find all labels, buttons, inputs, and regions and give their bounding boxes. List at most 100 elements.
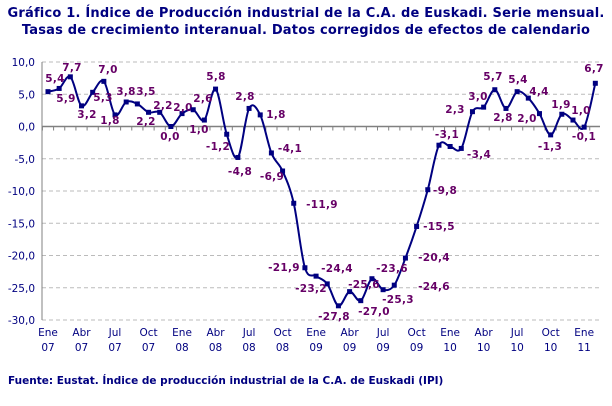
x-tick-label: Oct bbox=[273, 327, 291, 339]
data-point bbox=[224, 131, 230, 137]
data-label: 5,9 bbox=[56, 93, 76, 105]
data-point bbox=[402, 255, 408, 261]
data-label: 5,4 bbox=[45, 73, 65, 85]
data-label: 1,0 bbox=[189, 124, 209, 136]
data-point bbox=[67, 74, 73, 80]
x-tick-label: Oct bbox=[139, 327, 157, 339]
data-label: 2,6 bbox=[193, 93, 213, 105]
data-point bbox=[313, 273, 319, 279]
data-point bbox=[246, 105, 252, 111]
x-tick-label: 09 bbox=[343, 342, 356, 354]
data-label: -25,3 bbox=[382, 294, 414, 306]
data-label: 3,5 bbox=[136, 86, 156, 98]
data-point bbox=[425, 187, 431, 193]
x-tick-label: 08 bbox=[242, 342, 255, 354]
data-point bbox=[112, 112, 118, 118]
data-label: 1,0 bbox=[571, 105, 591, 117]
data-label: 5,3 bbox=[93, 92, 113, 104]
data-point bbox=[324, 281, 330, 287]
source-note: Fuente: Eustat. Índice de producción ind… bbox=[8, 375, 444, 387]
data-point bbox=[503, 105, 509, 111]
data-point bbox=[570, 117, 576, 123]
data-point bbox=[380, 287, 386, 293]
data-label: 1,8 bbox=[100, 115, 120, 127]
data-label: 2,0 bbox=[517, 113, 537, 125]
data-point bbox=[280, 168, 286, 174]
data-point bbox=[514, 89, 520, 95]
x-tick-label: 10 bbox=[510, 342, 523, 354]
data-label: -4,1 bbox=[278, 143, 302, 155]
x-tick-label: 09 bbox=[376, 342, 389, 354]
data-label: -15,5 bbox=[423, 221, 455, 233]
x-tick-label: Jul bbox=[376, 327, 390, 339]
data-point bbox=[347, 289, 353, 295]
x-tick-label: Ene bbox=[306, 327, 326, 339]
data-point bbox=[414, 223, 420, 229]
data-label: 2,8 bbox=[493, 112, 513, 124]
x-tick-label: Ene bbox=[440, 327, 460, 339]
data-label: 3,2 bbox=[77, 109, 97, 121]
data-label: -6,9 bbox=[260, 171, 284, 183]
data-point bbox=[525, 95, 531, 101]
data-label: 3,8 bbox=[116, 86, 136, 98]
data-label: -27,0 bbox=[358, 306, 390, 318]
data-point bbox=[436, 142, 442, 148]
data-label: 0,0 bbox=[160, 131, 180, 143]
data-label: -20,4 bbox=[418, 252, 450, 264]
data-label: 6,7 bbox=[584, 63, 604, 75]
data-point bbox=[391, 282, 397, 288]
x-tick-label: 07 bbox=[41, 342, 54, 354]
x-tick-label: Ene bbox=[574, 327, 594, 339]
y-tick-label: -25,0 bbox=[8, 283, 35, 295]
data-label: 7,0 bbox=[98, 64, 118, 76]
x-tick-label: Abr bbox=[206, 327, 225, 339]
data-point bbox=[213, 86, 219, 92]
x-tick-label: 10 bbox=[544, 342, 557, 354]
data-label: 5,4 bbox=[508, 74, 528, 86]
x-tick-label: 08 bbox=[209, 342, 222, 354]
data-label: -4,8 bbox=[228, 166, 252, 178]
data-point bbox=[90, 89, 96, 95]
x-tick-label: 07 bbox=[75, 342, 88, 354]
data-label: 3,0 bbox=[468, 91, 488, 103]
data-label: -3,1 bbox=[435, 129, 459, 141]
data-point bbox=[592, 80, 598, 86]
x-tick-label: 10 bbox=[477, 342, 490, 354]
data-label: -11,9 bbox=[306, 199, 338, 211]
data-point bbox=[257, 112, 263, 118]
data-point bbox=[123, 99, 129, 105]
x-tick-label: 07 bbox=[108, 342, 121, 354]
data-point bbox=[481, 104, 487, 110]
x-tick-label: 07 bbox=[142, 342, 155, 354]
data-point bbox=[56, 85, 62, 91]
x-tick-label: Abr bbox=[341, 327, 360, 339]
data-label: 1,9 bbox=[551, 99, 571, 111]
data-label: 2,2 bbox=[136, 116, 156, 128]
data-point bbox=[179, 111, 185, 117]
chart-subtitle: Tasas de crecimiento interanual. Datos c… bbox=[21, 23, 591, 38]
data-label: -1,2 bbox=[206, 141, 230, 153]
y-tick-label: -10,0 bbox=[8, 186, 35, 198]
data-label: -1,3 bbox=[538, 141, 562, 153]
data-label: -21,9 bbox=[268, 262, 300, 274]
data-label: 5,8 bbox=[206, 71, 226, 83]
data-point bbox=[581, 124, 587, 130]
data-point bbox=[201, 117, 207, 123]
data-point bbox=[369, 276, 375, 282]
data-label: -23,2 bbox=[295, 283, 327, 295]
data-label: 7,7 bbox=[62, 62, 82, 74]
chart-title: Gráfico 1. Índice de Producción industri… bbox=[7, 6, 605, 21]
data-label: 2,2 bbox=[153, 100, 173, 112]
x-tick-label: 09 bbox=[309, 342, 322, 354]
data-point bbox=[469, 109, 475, 115]
data-label: 4,4 bbox=[529, 86, 549, 98]
data-point bbox=[168, 124, 174, 129]
x-tick-label: 08 bbox=[276, 342, 289, 354]
data-label: -23,6 bbox=[376, 263, 408, 275]
data-point bbox=[559, 111, 565, 117]
y-tick-label: -15,0 bbox=[8, 218, 35, 230]
data-label: -25,6 bbox=[348, 279, 380, 291]
x-tick-label: Jul bbox=[242, 327, 256, 339]
